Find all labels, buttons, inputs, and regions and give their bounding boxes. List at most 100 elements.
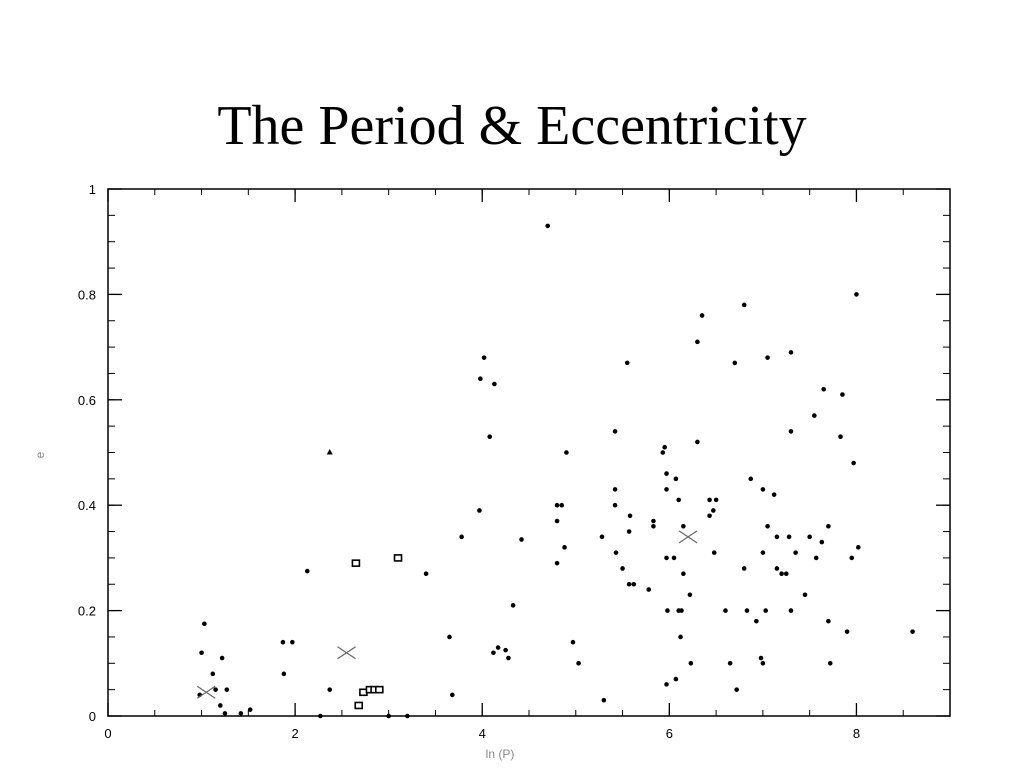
data-point	[727, 661, 733, 666]
data-point	[506, 655, 511, 661]
data-point	[599, 534, 605, 540]
data-point	[813, 555, 819, 561]
data-point	[491, 650, 496, 656]
data-point	[754, 618, 759, 624]
data-point-triangle	[326, 449, 333, 455]
data-point	[671, 555, 677, 561]
data-point	[559, 502, 565, 508]
data-point	[771, 492, 777, 497]
data-point	[631, 581, 637, 587]
data-point	[838, 434, 843, 439]
data-point	[681, 523, 686, 529]
data-point	[281, 671, 287, 677]
data-point	[760, 550, 766, 555]
data-point-square	[375, 685, 384, 694]
data-point	[802, 592, 808, 598]
data-point	[318, 713, 323, 719]
data-point	[748, 476, 754, 482]
data-point	[626, 529, 632, 534]
data-point	[447, 634, 452, 640]
data-point	[624, 360, 630, 366]
data-point	[676, 497, 681, 503]
data-point	[613, 550, 619, 555]
x-tick-labels: 0 2 4 6 8	[104, 726, 860, 741]
data-point	[826, 618, 831, 624]
data-point	[620, 566, 625, 571]
data-point	[665, 608, 670, 613]
data-point	[793, 550, 798, 555]
x-tick-label: 8	[853, 726, 860, 741]
data-point	[627, 513, 633, 519]
data-point	[519, 537, 524, 542]
data-point	[612, 429, 618, 434]
data-point	[687, 592, 693, 598]
data-point-cross	[337, 646, 356, 660]
data-point	[651, 523, 656, 529]
data-point	[807, 534, 812, 540]
data-point	[783, 571, 789, 577]
y-tick-label: 1	[89, 182, 96, 197]
y-tick-labels: 0 0.2 0.4 0.6 0.8 1	[78, 182, 96, 724]
data-point	[554, 518, 560, 524]
data-point	[812, 413, 817, 418]
data-point	[826, 523, 831, 529]
data-point	[760, 487, 766, 492]
data-point	[224, 687, 230, 692]
data-point	[199, 650, 204, 656]
data-point	[678, 634, 683, 640]
data-point	[707, 497, 712, 503]
x-tick-label: 4	[479, 726, 486, 741]
cross-stroke	[337, 646, 356, 660]
data-point	[851, 460, 856, 466]
data-point	[564, 450, 569, 455]
data-point	[763, 608, 768, 613]
data-point-square	[354, 701, 364, 710]
data-point	[554, 560, 560, 566]
data-point	[601, 697, 607, 703]
data-point	[562, 545, 567, 550]
data-point	[495, 645, 501, 650]
data-point-cross	[678, 530, 698, 544]
data-point	[827, 661, 833, 666]
data-point	[734, 687, 739, 692]
data-point	[664, 682, 669, 687]
data-point-square	[351, 559, 361, 567]
data-point	[304, 568, 310, 574]
data-point	[545, 223, 551, 229]
data-point	[699, 313, 705, 318]
data-point	[449, 692, 455, 698]
data-point	[660, 450, 666, 455]
data-point	[744, 608, 750, 613]
data-point	[405, 713, 410, 719]
data-point	[854, 292, 859, 297]
slide-title: The Period & Eccentricity	[217, 95, 807, 157]
data-point	[478, 376, 483, 382]
data-point	[679, 608, 684, 613]
data-point	[651, 518, 656, 524]
data-point	[664, 487, 669, 492]
data-points	[196, 223, 915, 719]
data-point	[788, 350, 794, 355]
data-point	[222, 711, 228, 716]
data-point	[459, 534, 464, 540]
data-point	[576, 661, 581, 666]
data-point	[664, 471, 669, 476]
data-point	[247, 707, 253, 712]
data-point	[774, 534, 780, 540]
x-tick-label: 2	[291, 726, 298, 741]
y-tick-label: 0	[89, 709, 96, 724]
data-point	[213, 687, 218, 692]
data-point	[765, 355, 770, 360]
data-point	[779, 571, 784, 577]
data-point	[327, 687, 333, 692]
data-point	[612, 487, 618, 492]
y-axis-label: e	[33, 451, 47, 458]
data-point-cross	[196, 685, 216, 699]
data-point	[844, 629, 850, 634]
data-point	[723, 608, 728, 613]
data-point	[570, 639, 576, 645]
data-point	[741, 302, 747, 308]
y-tick-label: 0.4	[78, 498, 96, 513]
data-point	[503, 647, 508, 653]
